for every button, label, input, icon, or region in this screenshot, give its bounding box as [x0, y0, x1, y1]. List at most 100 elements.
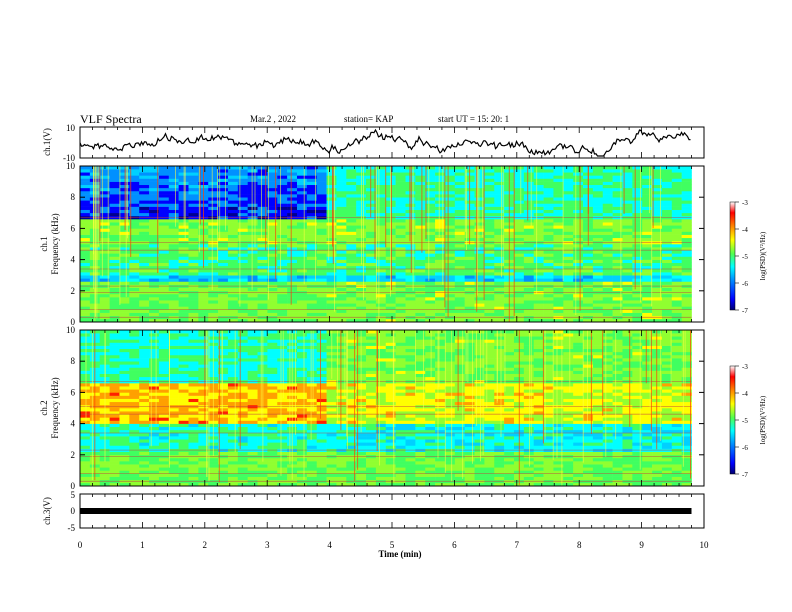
- spectrogram-cell: [602, 451, 613, 456]
- spectrogram-cell: [602, 439, 613, 443]
- spectrogram-cell: [168, 172, 179, 176]
- spectrogram-cell: [139, 231, 150, 235]
- spectrogram-cell: [583, 476, 594, 481]
- spectrogram-cell: [287, 197, 298, 201]
- spectrogram-cell: [109, 429, 120, 434]
- spectrogram-cell: [435, 200, 446, 204]
- spectrogram-cell: [346, 247, 357, 251]
- spectrogram-cell: [336, 225, 347, 229]
- spectrogram-cell: [158, 312, 170, 317]
- spectrogram-cell: [395, 197, 406, 201]
- spectrogram-cell: [395, 461, 406, 465]
- spectrogram-cell: [425, 234, 436, 239]
- spectrogram-cell: [533, 464, 544, 468]
- spectrogram-cell: [592, 476, 604, 481]
- spectrogram-cell: [296, 181, 308, 186]
- spectrogram-cell: [267, 209, 278, 214]
- spectrogram-cell: [504, 414, 515, 418]
- spectrogram-cell: [109, 482, 120, 487]
- spectrogram-cell: [405, 237, 416, 242]
- spectrogram-cell: [435, 312, 446, 317]
- spectrogram-cell: [237, 234, 248, 239]
- spectrogram-cell: [592, 411, 604, 415]
- spectrogram-cell: [681, 194, 692, 198]
- spectrogram-cell: [227, 411, 239, 415]
- spectrogram-cell: [435, 194, 446, 198]
- spectrogram-cell: [642, 426, 653, 431]
- spectrogram-cell: [415, 175, 426, 179]
- spectrogram-cell: [375, 287, 387, 292]
- spectrogram-cell: [464, 293, 475, 298]
- spectrogram-cell: [139, 451, 150, 456]
- spectrogram-cell: [218, 259, 229, 264]
- spectrogram-cell: [227, 175, 239, 179]
- spectrogram-cell: [306, 166, 318, 170]
- spectrogram-cell: [543, 461, 554, 465]
- spectrogram-cell: [622, 414, 633, 418]
- spectrogram-cell: [425, 414, 436, 418]
- spectrogram-cell: [375, 166, 387, 170]
- spectrogram-cell: [425, 420, 436, 424]
- spectrogram-cell: [198, 461, 209, 465]
- spectrogram-cell: [602, 411, 613, 415]
- spectrogram-cell: [533, 203, 544, 207]
- spectrogram-cell: [168, 411, 179, 415]
- spectrogram-cell: [119, 206, 130, 210]
- spectrogram-cell: [366, 451, 377, 456]
- spectrogram-cell: [513, 206, 525, 210]
- spectrogram-cell: [109, 231, 120, 235]
- spectrogram-cell: [80, 259, 91, 264]
- spectrogram-cell: [247, 432, 258, 437]
- spectrogram-cell: [494, 401, 505, 406]
- spectrogram-cell: [109, 275, 120, 279]
- spectrogram-cell: [671, 272, 682, 276]
- spectrogram-cell: [543, 178, 554, 182]
- spectrogram-cell: [652, 178, 663, 182]
- spectrogram-cell: [671, 429, 682, 434]
- spectrogram-cell: [218, 287, 229, 292]
- spectrogram-cell: [435, 297, 446, 301]
- spectrogram-cell: [642, 222, 653, 226]
- spectrogram-cell: [454, 398, 465, 403]
- spectrogram-cell: [632, 209, 643, 214]
- spectrogram-cell: [336, 175, 347, 179]
- spectrogram-cell: [454, 306, 465, 310]
- spectrogram-cell: [247, 464, 258, 468]
- spectrogram-cell: [336, 300, 347, 304]
- spectrogram-cell: [316, 268, 327, 273]
- spectrogram-cell: [366, 318, 377, 323]
- spectrogram-cell: [356, 303, 367, 307]
- spectrogram-cell: [385, 464, 396, 468]
- spectrogram-cell: [405, 436, 416, 440]
- spectrogram-cell: [435, 439, 446, 443]
- spectrogram-cell: [168, 247, 179, 251]
- spectrogram-cell: [681, 181, 692, 186]
- spectrogram-cell: [563, 439, 574, 443]
- spectrogram-cell: [227, 442, 239, 446]
- spectrogram-cell: [188, 429, 199, 434]
- spectrogram-cell: [444, 172, 456, 176]
- spectrogram-cell: [573, 432, 584, 437]
- spectrogram-cell: [149, 166, 160, 170]
- spectrogram-cell: [494, 237, 505, 242]
- spectrogram-cell: [336, 461, 347, 465]
- spectrogram-cell: [642, 432, 653, 437]
- spectrogram-cell: [652, 206, 663, 210]
- spectrogram-cell: [247, 312, 258, 317]
- spectrogram-cell: [612, 169, 623, 173]
- spectrogram-cell: [435, 206, 446, 210]
- spectrogram-cell: [188, 262, 199, 267]
- spectrogram-cell: [218, 457, 229, 462]
- spectrogram-cell: [671, 461, 682, 465]
- spectrogram-cell: [405, 278, 416, 282]
- spectrogram-cell: [267, 461, 278, 465]
- spectrogram-cell: [681, 420, 692, 424]
- spectrogram-cell: [494, 244, 505, 248]
- spectrogram-cell: [129, 464, 140, 468]
- spectrogram-cell: [425, 442, 436, 446]
- spectrogram-cell: [395, 470, 406, 474]
- spectrogram-cell: [356, 470, 367, 474]
- spectrogram-cell: [218, 275, 229, 279]
- spectrogram-cell: [622, 197, 633, 201]
